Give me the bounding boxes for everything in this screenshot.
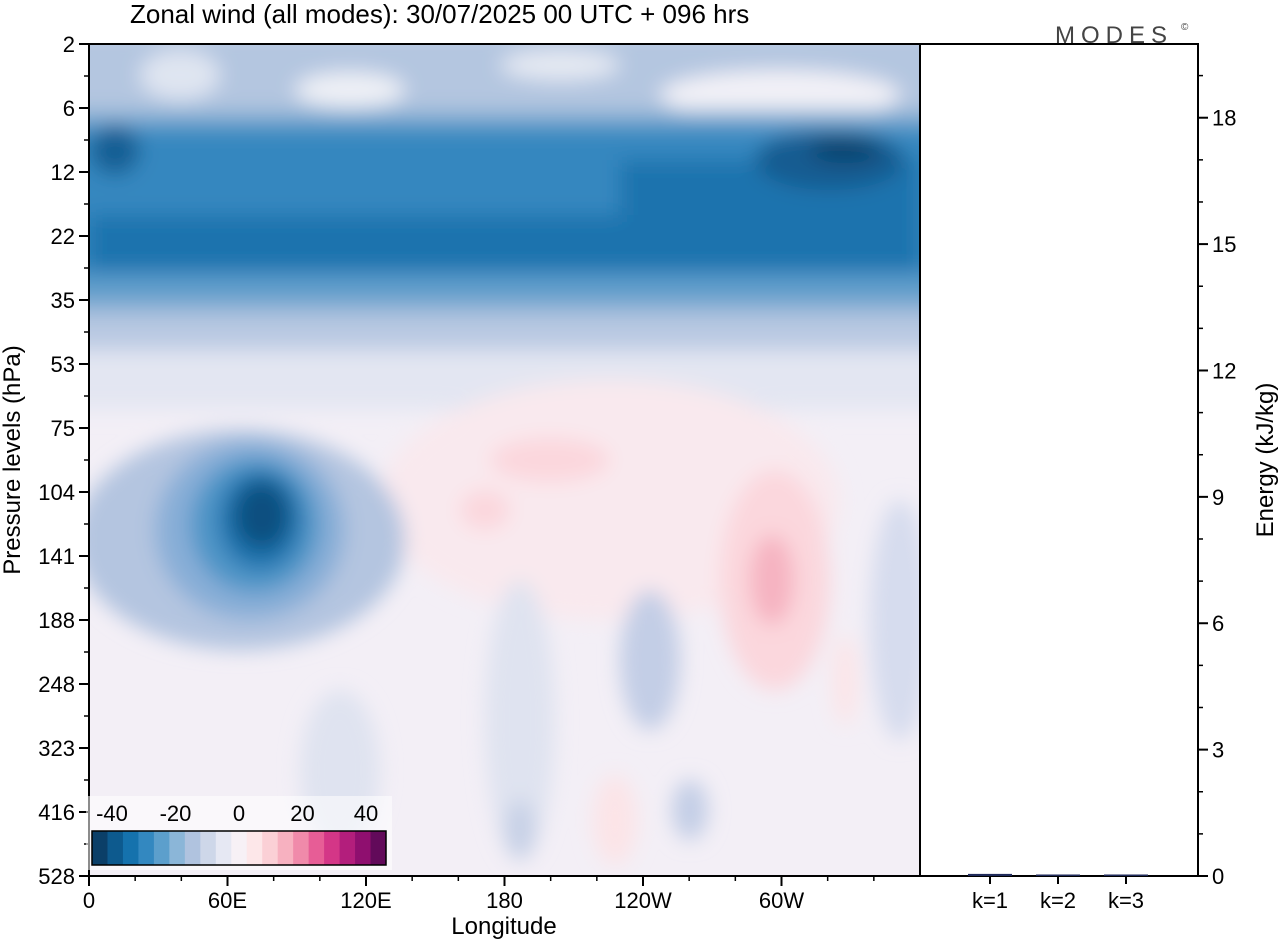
heatmap-field (89, 44, 920, 865)
x-tick-label: 120W (614, 888, 672, 913)
field-upper-white-a (660, 70, 900, 120)
field-lower-pink-h (833, 635, 857, 725)
colorbar-swatch (169, 831, 186, 865)
y-tick-label: 6 (63, 96, 75, 121)
colorbar-swatch (138, 831, 155, 865)
colorbar-swatch (184, 831, 201, 865)
colorbar-swatch (308, 831, 325, 865)
colorbar-label: 40 (354, 801, 378, 826)
field-upper-white-d (140, 50, 220, 100)
energy-tick-label: 6 (1212, 611, 1224, 636)
colorbar-swatch (231, 831, 248, 865)
heatmap-axes: 2 6 12 22 35 53 75 104 141 188 248 323 416 528 0 60E 120… (38, 32, 875, 913)
field-pink-b (460, 490, 510, 530)
logo-copyright-mark: © (1181, 22, 1189, 33)
energy-tick-label: 12 (1212, 358, 1236, 383)
colorbar-swatch (246, 831, 263, 865)
colorbar-swatch (293, 831, 310, 865)
colorbar-swatch (92, 831, 108, 865)
energy-tick-label: 0 (1212, 864, 1224, 889)
y-tick-label: 188 (38, 608, 75, 633)
colorbar-swatch (355, 831, 372, 865)
colorbar-label: -40 (96, 801, 128, 826)
y-axis-title: Pressure levels (hPa) (0, 345, 26, 574)
colorbar-swatch (107, 831, 124, 865)
y-tick-label: 22 (51, 224, 75, 249)
energy-category-label: k=2 (1040, 888, 1076, 913)
energy-tick-label: 18 (1212, 106, 1236, 131)
x-axis-title: Longitude (451, 913, 556, 940)
zonal-wind-heatmap (89, 44, 920, 876)
y-tick-label: 35 (51, 288, 75, 313)
colorbar-swatch (370, 831, 387, 865)
colorbar-swatch (153, 831, 170, 865)
field-upper-white-c (500, 50, 620, 80)
field-pink-a (490, 438, 610, 482)
y-tick-label: 75 (51, 416, 75, 441)
field-lower-patch-d (505, 800, 535, 860)
field-lower-pink-g (593, 775, 637, 865)
colorbar-frame (91, 830, 387, 866)
energy-bar (1104, 874, 1148, 876)
colorbar: -40 -20 0 20 40 (86, 796, 392, 870)
y-tick-label: 416 (38, 800, 75, 825)
field-lower-patch-a (620, 590, 680, 730)
field-band-inner-left (89, 215, 629, 270)
energy-axis-title: Energy (kJ/kg) (1252, 383, 1279, 538)
colorbar-label: -20 (160, 801, 192, 826)
colorbar-label: 20 (290, 801, 314, 826)
energy-bars: k=1 k=2 k=3 (968, 873, 1148, 913)
field-band-dark-left (90, 125, 140, 175)
y-tick-label: 2 (63, 32, 75, 57)
energy-tick-label: 3 (1212, 738, 1224, 763)
x-tick-label: 180 (486, 888, 523, 913)
energy-tick-label: 9 (1212, 485, 1224, 510)
field-pink-max (750, 535, 794, 625)
colorbar-label: 0 (233, 801, 245, 826)
energy-bar (968, 873, 1012, 876)
energy-category-label: k=3 (1108, 888, 1144, 913)
x-tick-label: 60E (208, 888, 247, 913)
energy-panel-frame (919, 43, 1199, 877)
energy-category-label: k=1 (972, 888, 1008, 913)
field-lower-patch-b (485, 580, 555, 860)
colorbar-swatch (215, 831, 232, 865)
x-tick-label: 120E (340, 888, 391, 913)
energy-axes: 0 3 6 9 12 15 18 (1198, 74, 1236, 889)
x-tick-label: 0 (83, 888, 95, 913)
field-lower-patch-c (672, 780, 708, 840)
colorbar-swatch (324, 831, 341, 865)
energy-tick-label: 15 (1212, 232, 1236, 257)
y-tick-label: 323 (38, 736, 75, 761)
y-tick-label: 53 (51, 352, 75, 377)
field-band-darkest (810, 137, 880, 163)
field-upper-white-b (295, 72, 405, 108)
y-tick-label: 141 (38, 544, 75, 569)
field-lower-patch-e (870, 500, 920, 740)
colorbar-swatch (277, 831, 294, 865)
y-tick-label: 104 (38, 480, 75, 505)
colorbar-swatch (339, 831, 356, 865)
field-core-center (234, 481, 290, 549)
colorbar-swatch (200, 831, 217, 865)
chart-title: Zonal wind (all modes): 30/07/2025 00 UT… (130, 0, 749, 29)
y-tick-label: 12 (51, 160, 75, 185)
energy-bar (1036, 874, 1080, 876)
colorbar-swatch (122, 831, 139, 865)
y-tick-label: 248 (38, 672, 75, 697)
colorbar-swatch (262, 831, 279, 865)
y-tick-label: 528 (38, 864, 75, 889)
x-tick-label: 60W (759, 888, 804, 913)
